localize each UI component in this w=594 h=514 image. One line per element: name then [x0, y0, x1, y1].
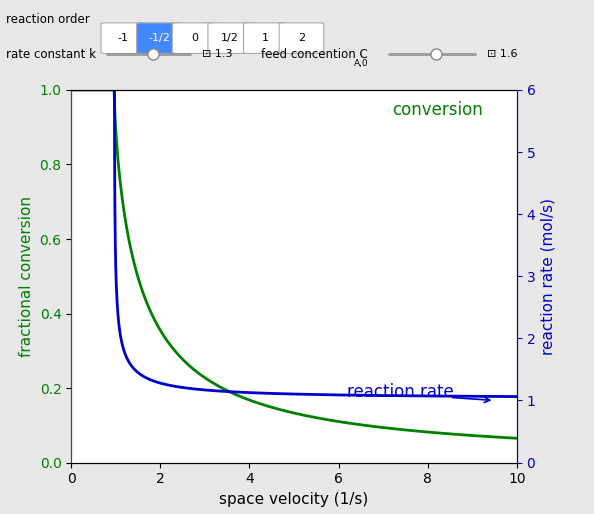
X-axis label: space velocity (1/s): space velocity (1/s) — [219, 492, 369, 507]
Text: 0: 0 — [191, 33, 198, 43]
FancyBboxPatch shape — [137, 23, 181, 53]
Text: ⊡ 1.3: ⊡ 1.3 — [202, 49, 232, 59]
Text: reaction rate: reaction rate — [347, 383, 454, 401]
Text: conversion: conversion — [392, 101, 483, 119]
Text: 2: 2 — [298, 33, 305, 43]
Y-axis label: reaction rate (mol/s): reaction rate (mol/s) — [541, 198, 556, 355]
Text: feed concention C: feed concention C — [261, 48, 368, 61]
FancyBboxPatch shape — [101, 23, 146, 53]
Text: rate constant k: rate constant k — [6, 48, 96, 61]
FancyBboxPatch shape — [244, 23, 288, 53]
FancyBboxPatch shape — [172, 23, 217, 53]
Text: reaction order: reaction order — [6, 13, 90, 26]
FancyBboxPatch shape — [208, 23, 252, 53]
Text: 1/2: 1/2 — [221, 33, 239, 43]
Text: A,0: A,0 — [353, 59, 368, 68]
Text: -1/2: -1/2 — [148, 33, 170, 43]
Text: 1: 1 — [263, 33, 269, 43]
Text: -1: -1 — [118, 33, 129, 43]
FancyBboxPatch shape — [279, 23, 324, 53]
Y-axis label: fractional conversion: fractional conversion — [19, 196, 34, 357]
Text: ⊡ 1.6: ⊡ 1.6 — [487, 49, 517, 59]
